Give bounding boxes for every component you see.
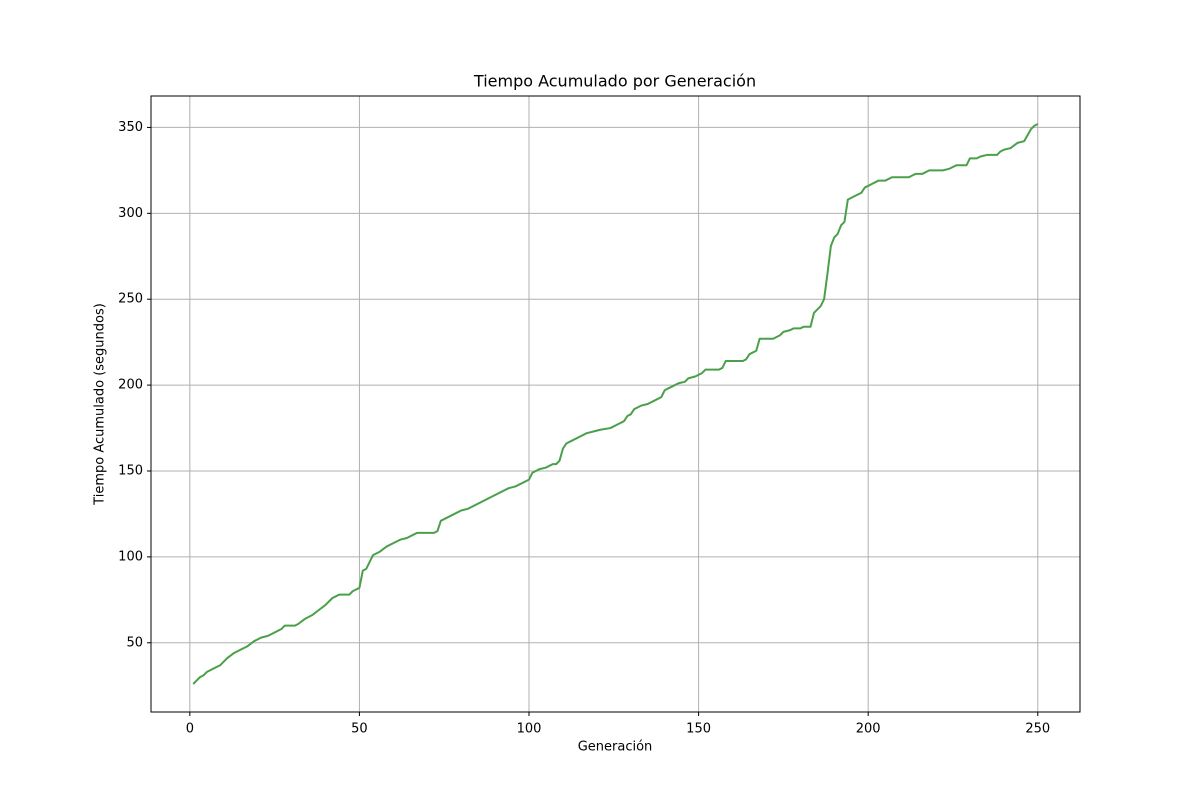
- x-axis-label: Generación: [578, 740, 653, 755]
- x-tick-label: 150: [686, 722, 711, 737]
- x-tick-label: 0: [186, 722, 194, 737]
- y-tick-label: 50: [126, 635, 143, 650]
- x-tick-label: 50: [351, 722, 368, 737]
- y-axis-label: Tiempo Acumulado (segundos): [93, 303, 108, 506]
- chart-title: Tiempo Acumulado por Generación: [473, 72, 756, 91]
- x-tick-label: 100: [517, 722, 542, 737]
- x-tick-label: 200: [856, 722, 881, 737]
- y-tick-label: 250: [118, 292, 143, 307]
- x-tick-label: 250: [1025, 722, 1050, 737]
- y-tick-label: 300: [118, 206, 143, 221]
- data-line: [192, 123, 1039, 685]
- y-tick-label: 350: [118, 120, 143, 135]
- y-tick-label: 150: [118, 463, 143, 478]
- y-tick-label: 100: [118, 549, 143, 564]
- y-tick-label: 200: [118, 378, 143, 393]
- plot-frame: [150, 95, 1081, 713]
